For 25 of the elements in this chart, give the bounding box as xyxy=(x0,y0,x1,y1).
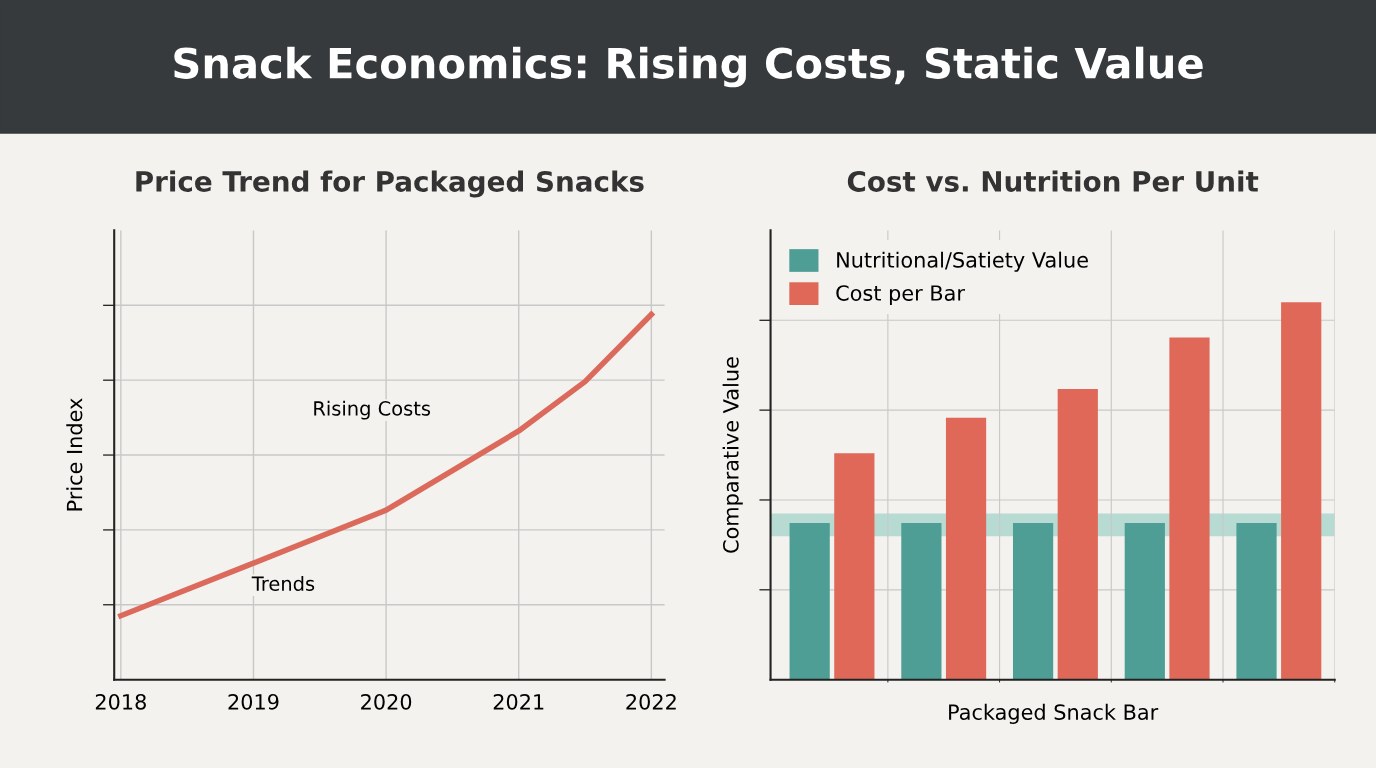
bar xyxy=(789,523,830,680)
bar xyxy=(1169,337,1210,680)
bar xyxy=(1124,523,1165,680)
bar xyxy=(1281,302,1322,680)
bar xyxy=(1236,523,1277,680)
y-axis-title: Comparative Value xyxy=(722,357,743,553)
x-tick-label: 2020 xyxy=(361,693,412,710)
x-tick-label: 2019 xyxy=(228,693,279,710)
x-tick-label: 2021 xyxy=(493,693,544,710)
bar xyxy=(901,523,942,680)
bar xyxy=(1012,523,1054,680)
text: Snack Economics: Rising Costs, Static Value xyxy=(174,46,1203,88)
annotation: Rising Costs xyxy=(314,400,431,420)
legend-label: Nutritional/Satiety Value xyxy=(837,251,1088,272)
chart-title: Cost vs. Nutrition Per Unit xyxy=(847,170,1259,192)
x-tick-label: 2018 xyxy=(95,693,146,710)
bar xyxy=(1057,388,1098,680)
x-tick-label: 2022 xyxy=(626,693,676,710)
bar xyxy=(945,417,987,680)
annotation: Trends xyxy=(251,575,315,591)
y-axis-title: Price Index xyxy=(66,398,83,511)
legend-label: Cost per Bar xyxy=(836,285,965,305)
chart-title: Price Trend for Packaged Snacks xyxy=(136,170,644,198)
x-axis-title: Packaged Snack Bar xyxy=(949,703,1159,725)
bar xyxy=(834,453,875,680)
